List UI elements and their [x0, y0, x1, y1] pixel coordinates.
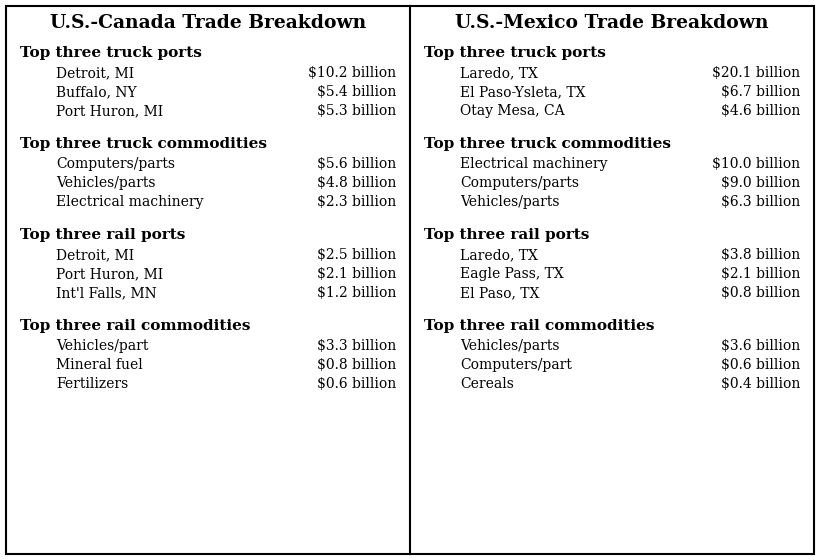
- Text: Mineral fuel: Mineral fuel: [56, 358, 143, 372]
- Text: Detroit, MI: Detroit, MI: [56, 66, 134, 80]
- Text: $5.6 billion: $5.6 billion: [316, 157, 396, 171]
- Text: $6.3 billion: $6.3 billion: [720, 195, 799, 209]
- Text: $6.7 billion: $6.7 billion: [720, 85, 799, 99]
- Text: Computers/part: Computers/part: [459, 358, 571, 372]
- Text: Top three rail commodities: Top three rail commodities: [423, 319, 654, 333]
- Text: $5.3 billion: $5.3 billion: [316, 104, 396, 118]
- Text: Vehicles/part: Vehicles/part: [56, 339, 148, 353]
- Text: $0.8 billion: $0.8 billion: [720, 286, 799, 300]
- Text: Top three truck commodities: Top three truck commodities: [423, 137, 670, 151]
- Text: Vehicles/parts: Vehicles/parts: [459, 195, 559, 209]
- Text: Computers/parts: Computers/parts: [56, 157, 174, 171]
- Text: $2.1 billion: $2.1 billion: [316, 267, 396, 281]
- Text: Vehicles/parts: Vehicles/parts: [56, 176, 156, 190]
- Text: $1.2 billion: $1.2 billion: [316, 286, 396, 300]
- Text: $5.4 billion: $5.4 billion: [316, 85, 396, 99]
- Text: $4.8 billion: $4.8 billion: [316, 176, 396, 190]
- Text: Detroit, MI: Detroit, MI: [56, 248, 134, 262]
- Text: Int'l Falls, MN: Int'l Falls, MN: [56, 286, 156, 300]
- Text: Port Huron, MI: Port Huron, MI: [56, 267, 163, 281]
- Text: Top three truck commodities: Top three truck commodities: [20, 137, 267, 151]
- Text: $4.6 billion: $4.6 billion: [720, 104, 799, 118]
- Text: Top three rail ports: Top three rail ports: [20, 228, 185, 242]
- Text: Vehicles/parts: Vehicles/parts: [459, 339, 559, 353]
- Text: U.S.-Canada Trade Breakdown: U.S.-Canada Trade Breakdown: [50, 14, 365, 32]
- Text: Port Huron, MI: Port Huron, MI: [56, 104, 163, 118]
- Text: Otay Mesa, CA: Otay Mesa, CA: [459, 104, 564, 118]
- Text: El Paso-Ysleta, TX: El Paso-Ysleta, TX: [459, 85, 585, 99]
- Text: $20.1 billion: $20.1 billion: [711, 66, 799, 80]
- Text: Top three rail ports: Top three rail ports: [423, 228, 589, 242]
- Text: Eagle Pass, TX: Eagle Pass, TX: [459, 267, 563, 281]
- Text: Top three rail commodities: Top three rail commodities: [20, 319, 250, 333]
- Text: $0.8 billion: $0.8 billion: [316, 358, 396, 372]
- Text: $0.6 billion: $0.6 billion: [316, 377, 396, 391]
- Text: Electrical machinery: Electrical machinery: [459, 157, 607, 171]
- Text: $2.1 billion: $2.1 billion: [720, 267, 799, 281]
- Text: Top three truck ports: Top three truck ports: [423, 46, 605, 60]
- Text: El Paso, TX: El Paso, TX: [459, 286, 539, 300]
- Text: $0.4 billion: $0.4 billion: [720, 377, 799, 391]
- Text: $2.5 billion: $2.5 billion: [316, 248, 396, 262]
- Text: $9.0 billion: $9.0 billion: [720, 176, 799, 190]
- Text: Cereals: Cereals: [459, 377, 514, 391]
- Text: Fertilizers: Fertilizers: [56, 377, 128, 391]
- Text: Top three truck ports: Top three truck ports: [20, 46, 201, 60]
- Text: $3.8 billion: $3.8 billion: [720, 248, 799, 262]
- Text: Electrical machinery: Electrical machinery: [56, 195, 203, 209]
- Text: Laredo, TX: Laredo, TX: [459, 248, 537, 262]
- Text: $10.2 billion: $10.2 billion: [307, 66, 396, 80]
- Text: U.S.-Mexico Trade Breakdown: U.S.-Mexico Trade Breakdown: [455, 14, 768, 32]
- Text: $3.6 billion: $3.6 billion: [720, 339, 799, 353]
- Text: $0.6 billion: $0.6 billion: [720, 358, 799, 372]
- Text: $3.3 billion: $3.3 billion: [316, 339, 396, 353]
- Text: $10.0 billion: $10.0 billion: [711, 157, 799, 171]
- Text: Buffalo, NY: Buffalo, NY: [56, 85, 137, 99]
- Text: Laredo, TX: Laredo, TX: [459, 66, 537, 80]
- Text: $2.3 billion: $2.3 billion: [316, 195, 396, 209]
- Text: Computers/parts: Computers/parts: [459, 176, 578, 190]
